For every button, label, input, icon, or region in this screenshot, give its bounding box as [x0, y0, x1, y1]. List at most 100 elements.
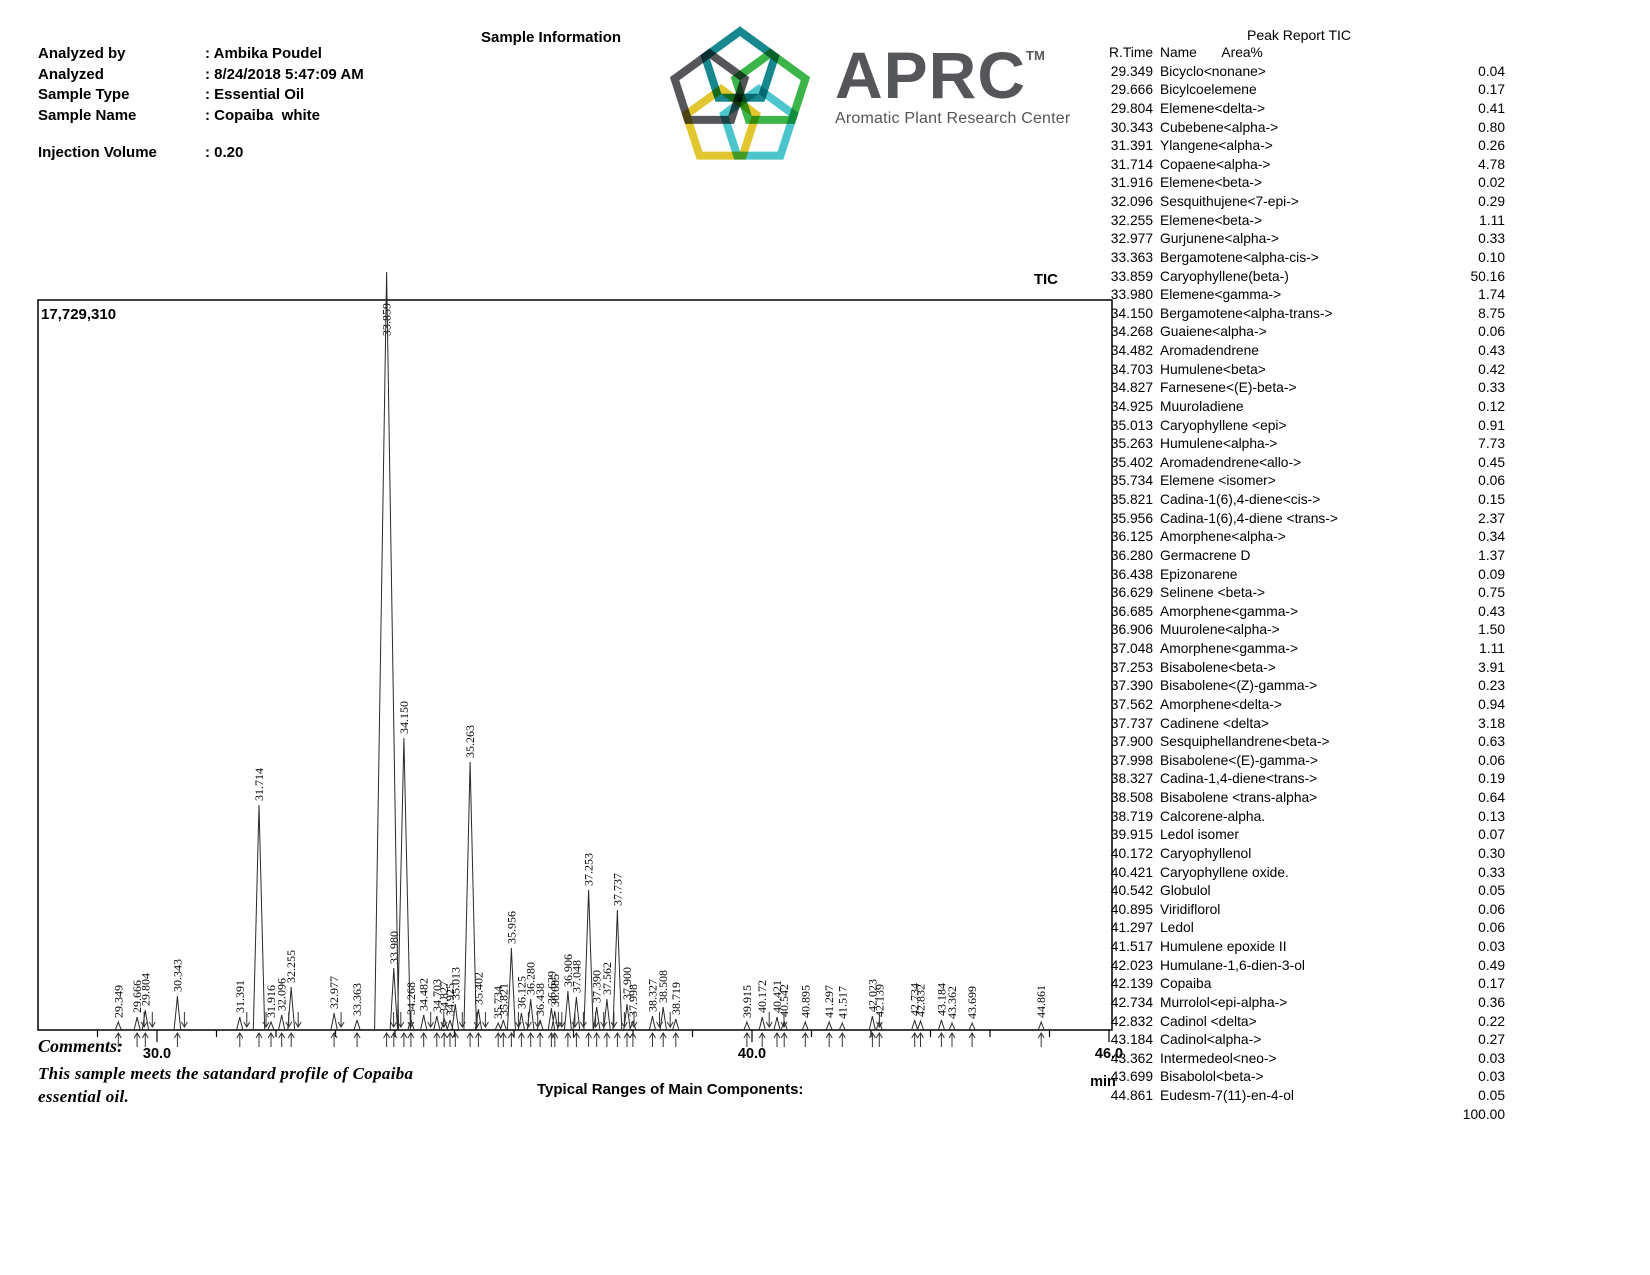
rtime-cell: 29.804	[1110, 100, 1153, 116]
area-cell: 0.80	[1478, 119, 1505, 135]
peak-rt-label: 38.508	[656, 970, 670, 1003]
peak-rt-label: 43.362	[945, 986, 959, 1019]
rtime-cell: 44.861	[1110, 1088, 1153, 1103]
rtime-cell: 35.734	[1110, 473, 1153, 489]
logo-wordmark: APRCTM Aromatic Plant Research Center	[835, 42, 1070, 128]
name-cell: Elemene <isomer>	[1160, 473, 1276, 489]
peak-row: 37.737 Cadinene <delta> 3.18	[1093, 715, 1505, 734]
peak-row: 36.906 Muurolene<alpha-> 1.50	[1093, 621, 1505, 640]
rtime-cell: 32.096	[1110, 194, 1153, 209]
sample-field-sample-type: Sample Type: Essential Oil	[38, 85, 468, 106]
name-cell: Amorphene<delta->	[1160, 696, 1282, 712]
rtime-cell: 32.255	[1110, 212, 1153, 228]
rtime-cell: 41.517	[1110, 939, 1153, 954]
area-cell: 0.42	[1478, 361, 1505, 377]
area-cell: 0.03	[1478, 939, 1505, 954]
peak-rt-label: 34.925	[443, 983, 457, 1016]
area-cell: 7.73	[1478, 436, 1505, 452]
rtime-cell: 37.562	[1110, 696, 1153, 712]
name-cell: Aromadendrene<allo->	[1160, 454, 1302, 470]
area-cell: 0.22	[1478, 1013, 1505, 1029]
rtime-cell: 40.172	[1110, 845, 1153, 861]
name-cell: Ledol	[1160, 920, 1194, 936]
name-cell: Bisabolol<beta->	[1160, 1069, 1264, 1085]
comments-line-1: This sample meets the satandard profile …	[38, 1064, 414, 1083]
name-cell: Epizonarene	[1160, 566, 1238, 582]
peak-row: 33.859 Caryophyllene(beta-) 50.16	[1093, 268, 1505, 287]
peak-end-marker-arrows	[140, 1012, 883, 1028]
peak-rt-label: 33.363	[350, 983, 364, 1016]
x-tick-label: 46.0	[1095, 1046, 1123, 1062]
name-cell: Bisabolene<(E)-gamma->	[1160, 752, 1318, 768]
peak-rt-label: 34.827	[437, 981, 451, 1014]
rtime-cell: 42.832	[1110, 1013, 1153, 1029]
rtime-cell: 34.482	[1110, 343, 1153, 358]
area-cell: 0.05	[1478, 883, 1505, 899]
peak-rt-label: 35.013	[448, 967, 462, 1000]
peak-rt-label: 41.297	[822, 985, 836, 1018]
area-cell: 0.63	[1478, 734, 1505, 750]
peak-row: 37.390 Bisabolene<(Z)-gamma-> 0.23	[1093, 677, 1505, 696]
area-cell: 0.04	[1478, 63, 1505, 79]
rtime-cell: 34.703	[1110, 361, 1153, 377]
area-cell: 0.27	[1478, 1032, 1505, 1048]
name-cell: Gurjunene<alpha->	[1160, 231, 1279, 247]
peak-rt-label: 29.666	[130, 980, 144, 1013]
area-cell: 1.37	[1478, 547, 1505, 563]
peak-row: 34.827 Farnesene<(E)-beta-> 0.33	[1093, 379, 1505, 398]
peak-rt-label: 43.184	[934, 983, 948, 1016]
peak-row: 43.362 Intermedeol<neo-> 0.03	[1093, 1050, 1505, 1069]
rtime-cell: 40.895	[1110, 901, 1153, 917]
peak-row: 42.832 Cadinol <delta> 0.22	[1093, 1013, 1505, 1032]
peak-row: 37.900 Sesquiphellandrene<beta-> 0.63	[1093, 733, 1505, 752]
name-cell: Muuroladiene	[1160, 398, 1244, 414]
peak-rt-label: 31.714	[252, 768, 266, 801]
rtime-cell: 30.343	[1110, 119, 1153, 135]
area-cell: 1.50	[1478, 622, 1505, 638]
area-cell: 0.09	[1478, 566, 1505, 582]
peak-row: 31.391 Ylangene<alpha-> 0.26	[1093, 137, 1505, 156]
peak-rt-label: 32.255	[284, 950, 298, 983]
name-cell: Amorphene<gamma->	[1160, 641, 1299, 656]
signal-label: TIC	[1034, 271, 1058, 288]
rtime-cell: 38.327	[1110, 771, 1153, 787]
peak-rt-label: 34.703	[430, 979, 444, 1012]
peak-row: 38.508 Bisabolene <trans-alpha> 0.64	[1093, 789, 1505, 808]
peak-rt-label: 33.859	[380, 303, 394, 336]
area-cell: 0.45	[1478, 454, 1505, 470]
sample-info-block: Analyzed by: Ambika Poudel Analyzed: 8/24…	[38, 44, 468, 164]
comments-line-2: essential oil.	[38, 1087, 130, 1106]
peak-row: 37.048 Amorphene<gamma-> 1.11	[1093, 640, 1505, 659]
area-cell: 0.34	[1478, 529, 1505, 545]
peak-row: 31.714 Copaene<alpha-> 4.78	[1093, 156, 1505, 175]
rtime-cell: 36.629	[1110, 585, 1153, 601]
area-cell: 0.02	[1478, 175, 1505, 191]
area-cell: 0.30	[1478, 845, 1505, 861]
rtime-cell: 42.734	[1110, 994, 1153, 1010]
peak-row: 29.666 Bicylcoelemene 0.17	[1093, 81, 1505, 100]
area-cell: 0.29	[1478, 194, 1505, 209]
sample-information-heading: Sample Information	[481, 29, 622, 46]
name-cell: Cadina-1(6),4-diene<cis->	[1160, 492, 1321, 507]
peak-rt-label: 38.719	[669, 982, 683, 1015]
area-cell: 0.05	[1478, 1088, 1505, 1103]
name-cell: Farnesene<(E)-beta->	[1160, 380, 1297, 396]
peak-row: 44.861 Eudesm-7(11)-en-4-ol 0.05	[1093, 1087, 1505, 1106]
field-label: Sample Type	[38, 86, 130, 103]
peak-rt-label: 40.421	[770, 980, 784, 1013]
name-cell: Ylangene<alpha->	[1160, 138, 1273, 154]
peak-rt-label: 44.861	[1034, 985, 1048, 1018]
area-cell: 0.26	[1478, 138, 1505, 154]
rtime-cell: 33.859	[1110, 268, 1153, 284]
name-cell: Caryophyllene oxide.	[1160, 864, 1289, 880]
peak-rt-label: 41.517	[835, 986, 849, 1019]
rtime-cell: 32.977	[1110, 231, 1153, 247]
rtime-cell: 42.139	[1110, 976, 1153, 992]
peak-table-header-row: R.Time Name Area%	[1093, 44, 1263, 63]
name-cell: Cubebene<alpha->	[1160, 119, 1279, 135]
sample-field-analyzed: Analyzed: 8/24/2018 5:47:09 AM	[38, 65, 468, 86]
name-cell: Muurolene<alpha->	[1160, 622, 1280, 638]
rtime-cell: 35.013	[1110, 417, 1153, 433]
rtime-cell: 33.980	[1110, 287, 1153, 303]
